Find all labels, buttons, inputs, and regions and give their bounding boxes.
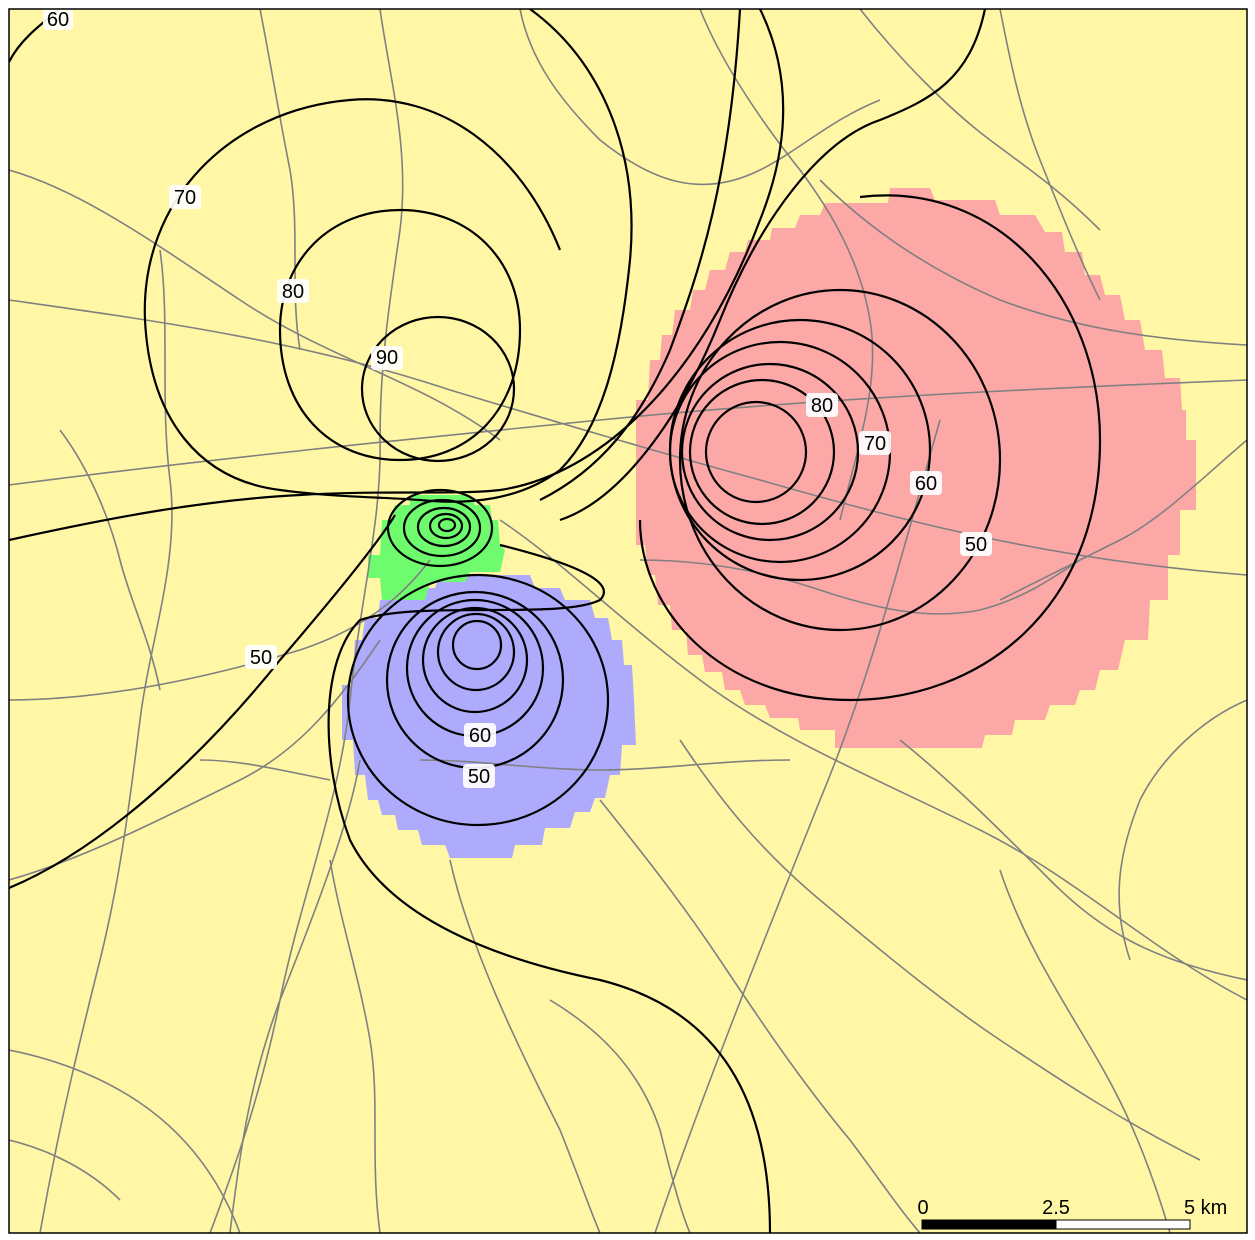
svg-text:90: 90 xyxy=(376,347,398,369)
contour-label-red-50: 50 xyxy=(960,532,992,556)
road-network xyxy=(9,9,1247,1233)
contour-label-red-70: 70 xyxy=(859,431,891,455)
scale-label-max: 5 km xyxy=(1184,1197,1227,1219)
red-zone xyxy=(636,188,1196,748)
contour-labels: 60 70 80 90 50 60 xyxy=(43,9,992,788)
svg-text:70: 70 xyxy=(174,187,196,209)
blue-zone xyxy=(342,575,636,858)
contour-label-nw-80: 80 xyxy=(277,279,309,303)
svg-text:60: 60 xyxy=(47,9,69,31)
svg-text:50: 50 xyxy=(250,647,272,669)
contour-label-west-50: 50 xyxy=(245,645,277,669)
contour-label-blue-50: 50 xyxy=(463,764,495,788)
scale-bar-filled xyxy=(921,1219,1057,1230)
svg-text:70: 70 xyxy=(864,433,886,455)
scale-label-0: 0 xyxy=(917,1197,928,1219)
scale-bar: 0 2.5 5 km xyxy=(917,1197,1227,1230)
svg-text:50: 50 xyxy=(468,766,490,788)
contour-label-blue-60: 60 xyxy=(464,723,496,747)
svg-text:60: 60 xyxy=(469,725,491,747)
svg-text:80: 80 xyxy=(811,395,833,417)
svg-text:80: 80 xyxy=(282,281,304,303)
contour-label-nw-90: 90 xyxy=(371,346,403,370)
contour-label-red-80: 80 xyxy=(806,393,838,417)
svg-text:60: 60 xyxy=(915,473,937,495)
contour-label-red-60: 60 xyxy=(910,471,942,495)
scale-bar-empty xyxy=(1055,1219,1191,1230)
contour-label-nw-70: 70 xyxy=(169,185,201,209)
contour-lines xyxy=(9,9,1102,1233)
contour-label-nw-corner: 60 xyxy=(43,9,73,31)
map-frame xyxy=(8,8,1248,1234)
svg-text:50: 50 xyxy=(965,534,987,556)
green-zone xyxy=(368,495,505,600)
scale-label-mid: 2.5 xyxy=(1042,1197,1070,1219)
